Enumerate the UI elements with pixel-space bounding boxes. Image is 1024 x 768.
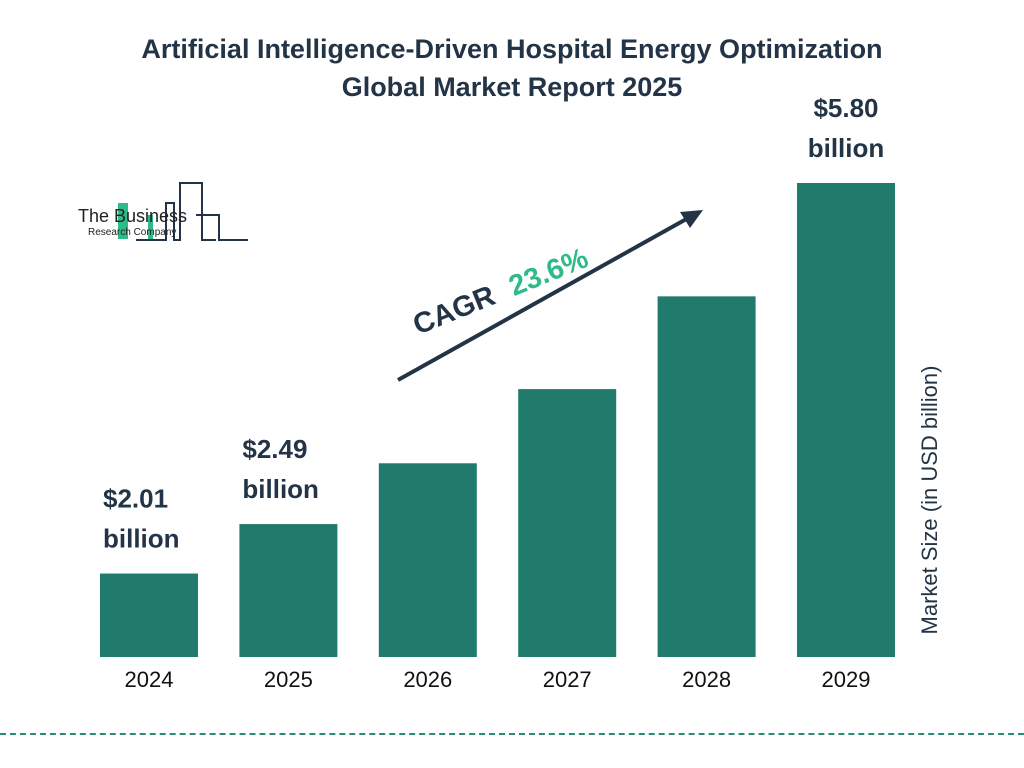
svg-text:CAGR 23.6%: CAGR 23.6%: [409, 242, 593, 341]
logo-text-line1: The Business: [78, 206, 188, 226]
x-tick-label: 2025: [264, 667, 313, 692]
bar-2029: [797, 183, 895, 657]
data-label: $2.49: [242, 434, 307, 464]
bar-2028: [657, 296, 756, 657]
x-tick-label: 2024: [125, 667, 174, 692]
bar-2027: [518, 389, 617, 657]
company-logo: The Business Research Company: [78, 180, 288, 245]
logo-buildings-icon: [118, 182, 248, 241]
x-tick-label: 2026: [403, 667, 452, 692]
data-label: billion: [242, 474, 319, 504]
data-label: $5.80: [813, 93, 878, 123]
chart-title: Artificial Intelligence-Driven Hospital …: [0, 30, 1024, 106]
y-axis-label: Market Size (in USD billion): [917, 365, 942, 635]
cagr-arrow-line: [397, 215, 691, 382]
x-tick-label: 2027: [543, 667, 592, 692]
cagr-arrow-head-icon: [680, 210, 703, 228]
title-line-2: Global Market Report 2025: [341, 72, 683, 102]
title-line-1: Artificial Intelligence-Driven Hospital …: [141, 34, 883, 64]
data-label: $2.01: [103, 484, 168, 514]
x-tick-label: 2028: [682, 667, 731, 692]
logo-text-line2: Research Company: [88, 227, 177, 238]
x-tick-label: 2029: [822, 667, 871, 692]
data-label: billion: [808, 133, 885, 163]
bar-2025: [239, 524, 338, 657]
bar-2026: [378, 463, 477, 657]
data-label: billion: [103, 524, 180, 554]
cagr-annotation: CAGR 23.6%: [397, 210, 703, 382]
footer-divider: [0, 733, 1024, 735]
bar-2024: [100, 573, 198, 657]
